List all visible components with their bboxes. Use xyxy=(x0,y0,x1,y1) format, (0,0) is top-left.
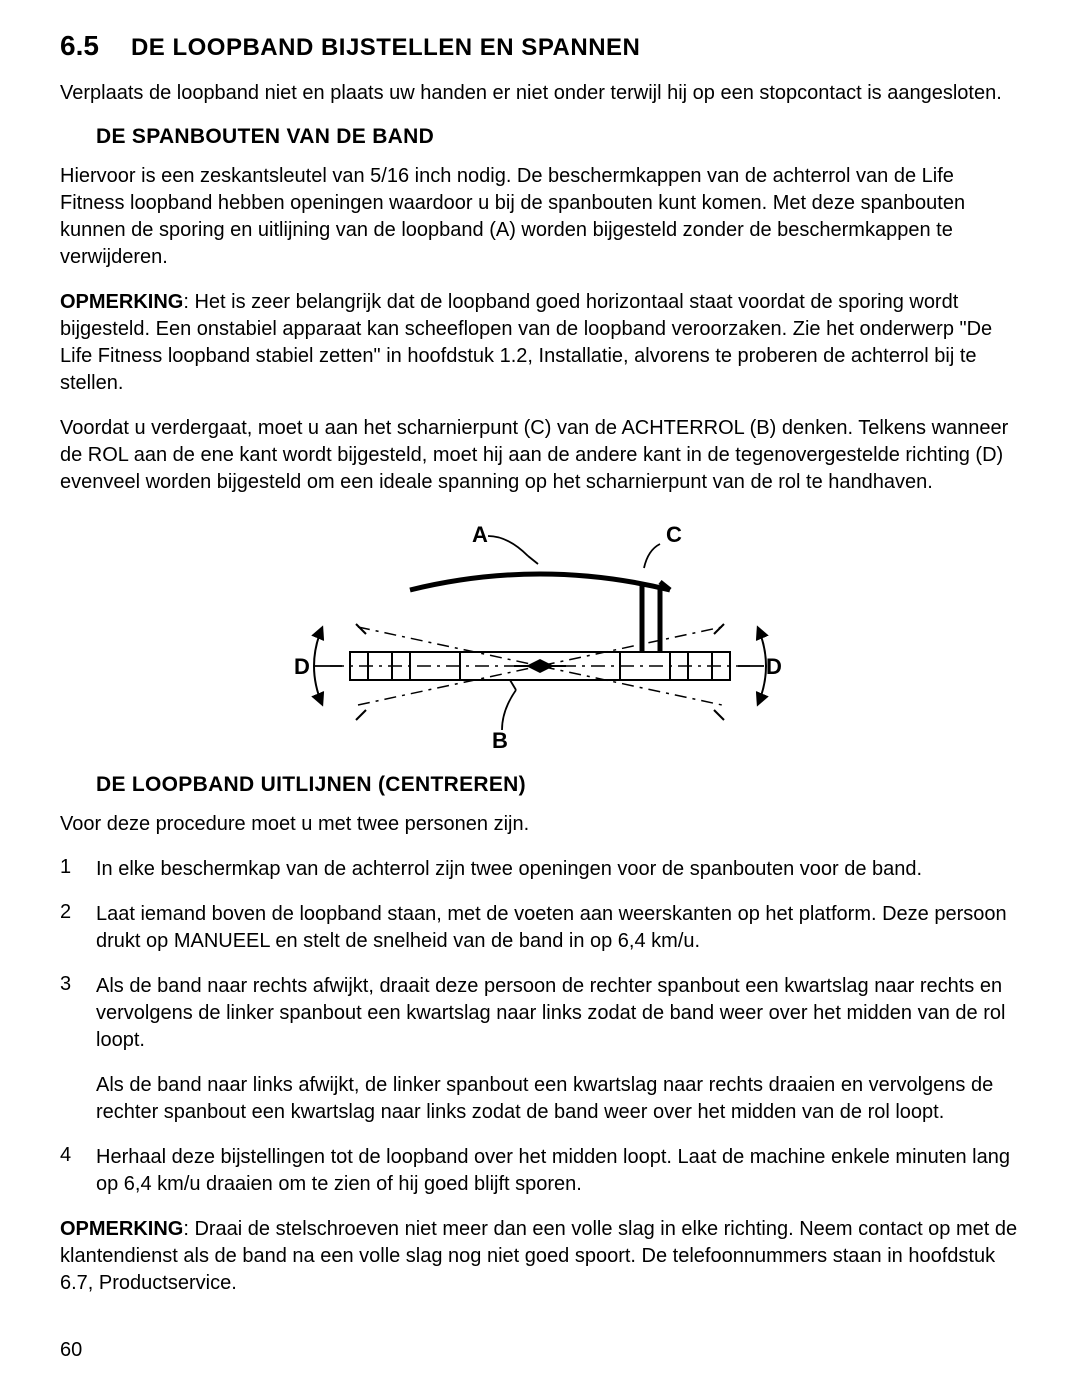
list-paragraph: In elke beschermkap van de achterrol zij… xyxy=(96,856,1020,883)
list-item: 4Herhaal deze bijstellingen tot de loopb… xyxy=(60,1144,1020,1198)
section-number: 6.5 xyxy=(60,30,99,62)
list-paragraph: Als de band naar rechts afwijkt, draait … xyxy=(96,973,1020,1054)
list-body: Laat iemand boven de loopband staan, met… xyxy=(96,901,1020,955)
list-body: In elke beschermkap van de achterrol zij… xyxy=(96,856,1020,883)
svg-text:A: A xyxy=(472,522,488,547)
end-note: OPMERKING: Draai de stelschroeven niet m… xyxy=(60,1216,1020,1297)
list-paragraph: Laat iemand boven de loopband staan, met… xyxy=(96,901,1020,955)
list-number: 3 xyxy=(60,973,96,1126)
note-body: : Het is zeer belangrijk dat de loopband… xyxy=(60,291,992,394)
page-number: 60 xyxy=(60,1339,82,1362)
sub2-intro: Voor deze procedure moet u met twee pers… xyxy=(60,811,1020,838)
sub1-paragraph-b: OPMERKING: Het is zeer belangrijk dat de… xyxy=(60,289,1020,397)
svg-text:C: C xyxy=(666,522,682,547)
list-item: 2Laat iemand boven de loopband staan, me… xyxy=(60,901,1020,955)
svg-text:D: D xyxy=(766,654,782,679)
note-body: : Draai de stelschroeven niet meer dan e… xyxy=(60,1218,1017,1294)
list-item: 1In elke beschermkap van de achterrol zi… xyxy=(60,856,1020,883)
section-title: DE LOOPBAND BIJSTELLEN EN SPANNEN xyxy=(131,34,640,62)
subsection-2-title: DE LOOPBAND UITLIJNEN (CENTREREN) xyxy=(96,773,1020,797)
subsection-1-title: DE SPANBOUTEN VAN DE BAND xyxy=(96,125,1020,149)
list-number: 4 xyxy=(60,1144,96,1198)
list-paragraph: Als de band naar links afwijkt, de linke… xyxy=(96,1072,1020,1126)
svg-text:D: D xyxy=(294,654,310,679)
note-label: OPMERKING xyxy=(60,1218,183,1240)
list-number: 1 xyxy=(60,856,96,883)
note-label: OPMERKING xyxy=(60,291,183,313)
diagram-svg: A C B D D xyxy=(280,514,800,754)
page: 6.5 DE LOOPBAND BIJSTELLEN EN SPANNEN Ve… xyxy=(0,0,1080,1388)
svg-text:B: B xyxy=(492,728,508,753)
list-body: Als de band naar rechts afwijkt, draait … xyxy=(96,973,1020,1126)
roller-diagram: A C B D D xyxy=(60,514,1020,759)
sub1-paragraph-a: Hiervoor is een zeskantsleutel van 5/16 … xyxy=(60,163,1020,271)
list-number: 2 xyxy=(60,901,96,955)
list-body: Herhaal deze bijstellingen tot de loopba… xyxy=(96,1144,1020,1198)
intro-paragraph: Verplaats de loopband niet en plaats uw … xyxy=(60,80,1020,107)
sub1-paragraph-c: Voordat u verdergaat, moet u aan het sch… xyxy=(60,415,1020,496)
list-item: 3Als de band naar rechts afwijkt, draait… xyxy=(60,973,1020,1126)
list-paragraph: Herhaal deze bijstellingen tot de loopba… xyxy=(96,1144,1020,1198)
section-heading: 6.5 DE LOOPBAND BIJSTELLEN EN SPANNEN xyxy=(60,30,1020,62)
steps-list: 1In elke beschermkap van de achterrol zi… xyxy=(60,856,1020,1198)
